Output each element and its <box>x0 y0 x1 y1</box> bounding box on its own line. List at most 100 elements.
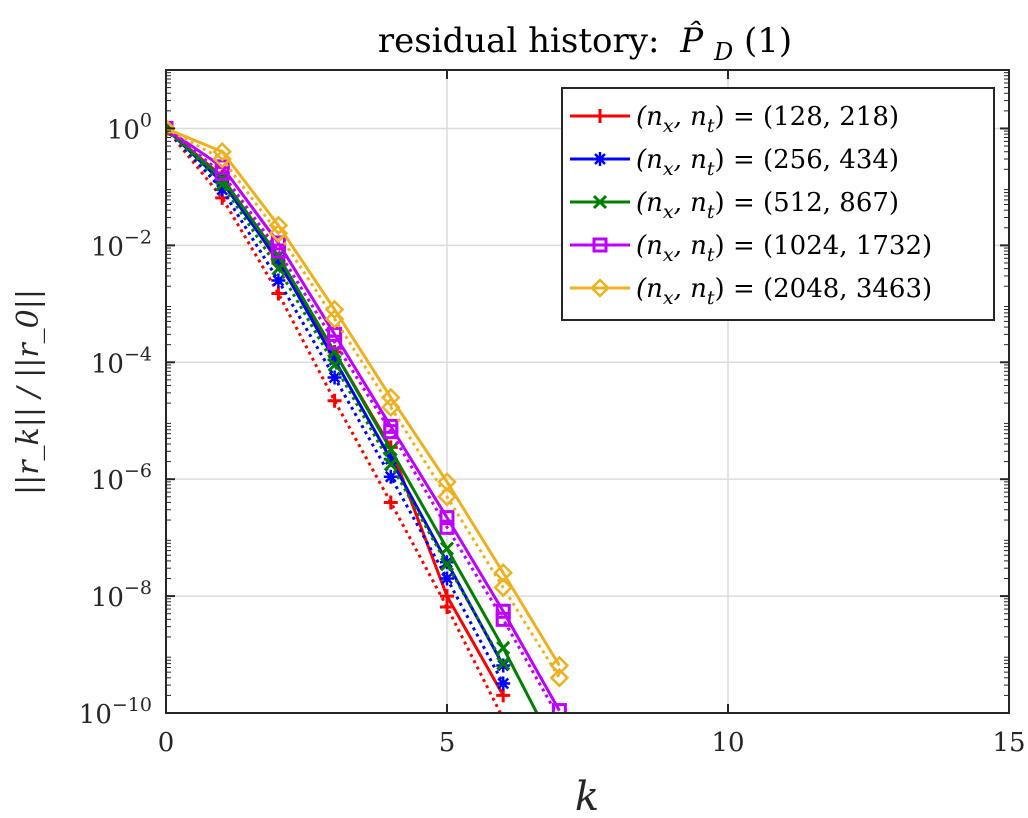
y-tick-label: 10−8 <box>91 577 152 613</box>
legend-label-part: (n <box>636 231 663 261</box>
marker-square <box>495 611 511 627</box>
marker-cross <box>496 640 511 655</box>
y-tick-label-exponent: 0 <box>140 109 152 131</box>
data-point <box>215 182 230 197</box>
marker-diamond <box>324 309 345 329</box>
y-tick-label-base: 10 <box>91 466 124 496</box>
data-point <box>324 299 345 320</box>
data-point <box>549 655 570 676</box>
chart-title: residual history: P̂ D (1) <box>378 20 792 69</box>
legend-label-part: , n <box>674 145 707 175</box>
legend-label-part: , n <box>674 188 707 218</box>
data-point <box>268 215 289 236</box>
axes-box <box>165 69 1010 714</box>
marker-asterisk <box>593 152 607 166</box>
marker-asterisk <box>271 273 286 288</box>
legend-label-part: , n <box>674 231 707 261</box>
marker-plus <box>383 495 398 510</box>
legend-label-part: t <box>707 115 715 137</box>
data-point <box>270 243 286 259</box>
legend-item: (nx, nt) = (256, 434) <box>570 145 899 180</box>
marker-square <box>439 510 455 526</box>
marker-cross <box>383 457 398 472</box>
y-tick-label: 10−10 <box>79 694 152 730</box>
data-point <box>439 557 455 572</box>
marker-cross <box>383 442 398 457</box>
data-point <box>590 278 610 298</box>
data-point <box>381 387 401 408</box>
marker-diamond <box>549 668 570 688</box>
series <box>166 121 539 713</box>
x-tick-labels: 0 5 10 15 <box>158 728 1026 758</box>
ticks <box>165 70 1010 714</box>
data-point <box>437 487 457 507</box>
marker-asterisk <box>496 676 511 691</box>
legend-label-part: t <box>707 158 715 180</box>
legend-item: (nx, nt) = (128, 218) <box>570 102 899 137</box>
marker-diamond <box>437 487 457 507</box>
data-point <box>268 223 289 244</box>
chart-title-subscript: D <box>713 38 733 66</box>
series-dotted-line <box>166 127 558 713</box>
data-point <box>440 600 454 615</box>
legend-label-part: , n <box>674 274 707 304</box>
marker-square <box>439 519 455 535</box>
data-point <box>495 603 511 619</box>
marker-asterisk <box>215 175 230 190</box>
marker-plus <box>327 393 342 408</box>
data-point <box>593 109 607 123</box>
legend-label-part: (n <box>636 188 663 218</box>
series-line <box>166 127 561 712</box>
legend-item: (nx, nt) = (512, 867) <box>570 188 899 223</box>
data-point <box>593 152 607 166</box>
marker-square <box>327 334 343 350</box>
data-point <box>496 676 511 691</box>
marker-cross <box>592 194 608 210</box>
marker-plus <box>271 286 286 301</box>
legend-label-part: t <box>707 244 715 266</box>
data-point <box>496 640 511 655</box>
legend-label: (nx, nt) = (1024, 1732) <box>636 231 932 266</box>
marker-asterisk <box>327 352 342 367</box>
y-tick-label: 10−2 <box>91 226 152 262</box>
data-point <box>439 519 455 535</box>
marker-plus <box>496 688 511 703</box>
x-tick-label: 5 <box>439 728 456 758</box>
y-tick-label-exponent: −2 <box>124 226 152 248</box>
legend-label-part: x <box>663 115 674 137</box>
marker-diamond <box>212 141 232 162</box>
marker-diamond <box>493 577 513 598</box>
marker-cross <box>327 357 342 373</box>
series <box>166 118 570 688</box>
data-point <box>496 688 511 703</box>
data-point <box>271 253 286 268</box>
y-tick-label: 100 <box>107 109 152 145</box>
y-tick-label-exponent: −6 <box>124 460 152 482</box>
marker-asterisk <box>271 253 286 268</box>
y-tick-label-exponent: −8 <box>124 577 152 599</box>
legend-item: (nx, nt) = (2048, 3463) <box>570 274 932 309</box>
y-tick-label: 10−6 <box>91 460 152 496</box>
series-line <box>166 127 561 667</box>
series-dotted-line <box>166 127 561 679</box>
marker-diamond <box>549 655 570 676</box>
marker-square <box>551 703 567 713</box>
data-point <box>383 452 398 467</box>
legend-item: (nx, nt) = (1024, 1732) <box>570 231 932 266</box>
legend-label-part: ) = (1024, 1732) <box>715 231 933 261</box>
data-point <box>327 352 342 367</box>
legend-label-part: t <box>707 287 715 309</box>
y-tick-label-base: 10 <box>91 583 124 613</box>
legend-label-part: ) = (2048, 3463) <box>715 274 933 304</box>
data-point <box>383 424 399 440</box>
data-point <box>166 118 176 139</box>
legend-label-part: x <box>663 201 674 223</box>
legend-label-part: (n <box>636 274 663 304</box>
marker-diamond <box>268 215 289 236</box>
data-point <box>439 541 455 556</box>
legend-label: (nx, nt) = (512, 867) <box>636 188 899 223</box>
data-point <box>493 577 513 598</box>
y-tick-label: 10−4 <box>91 343 152 379</box>
